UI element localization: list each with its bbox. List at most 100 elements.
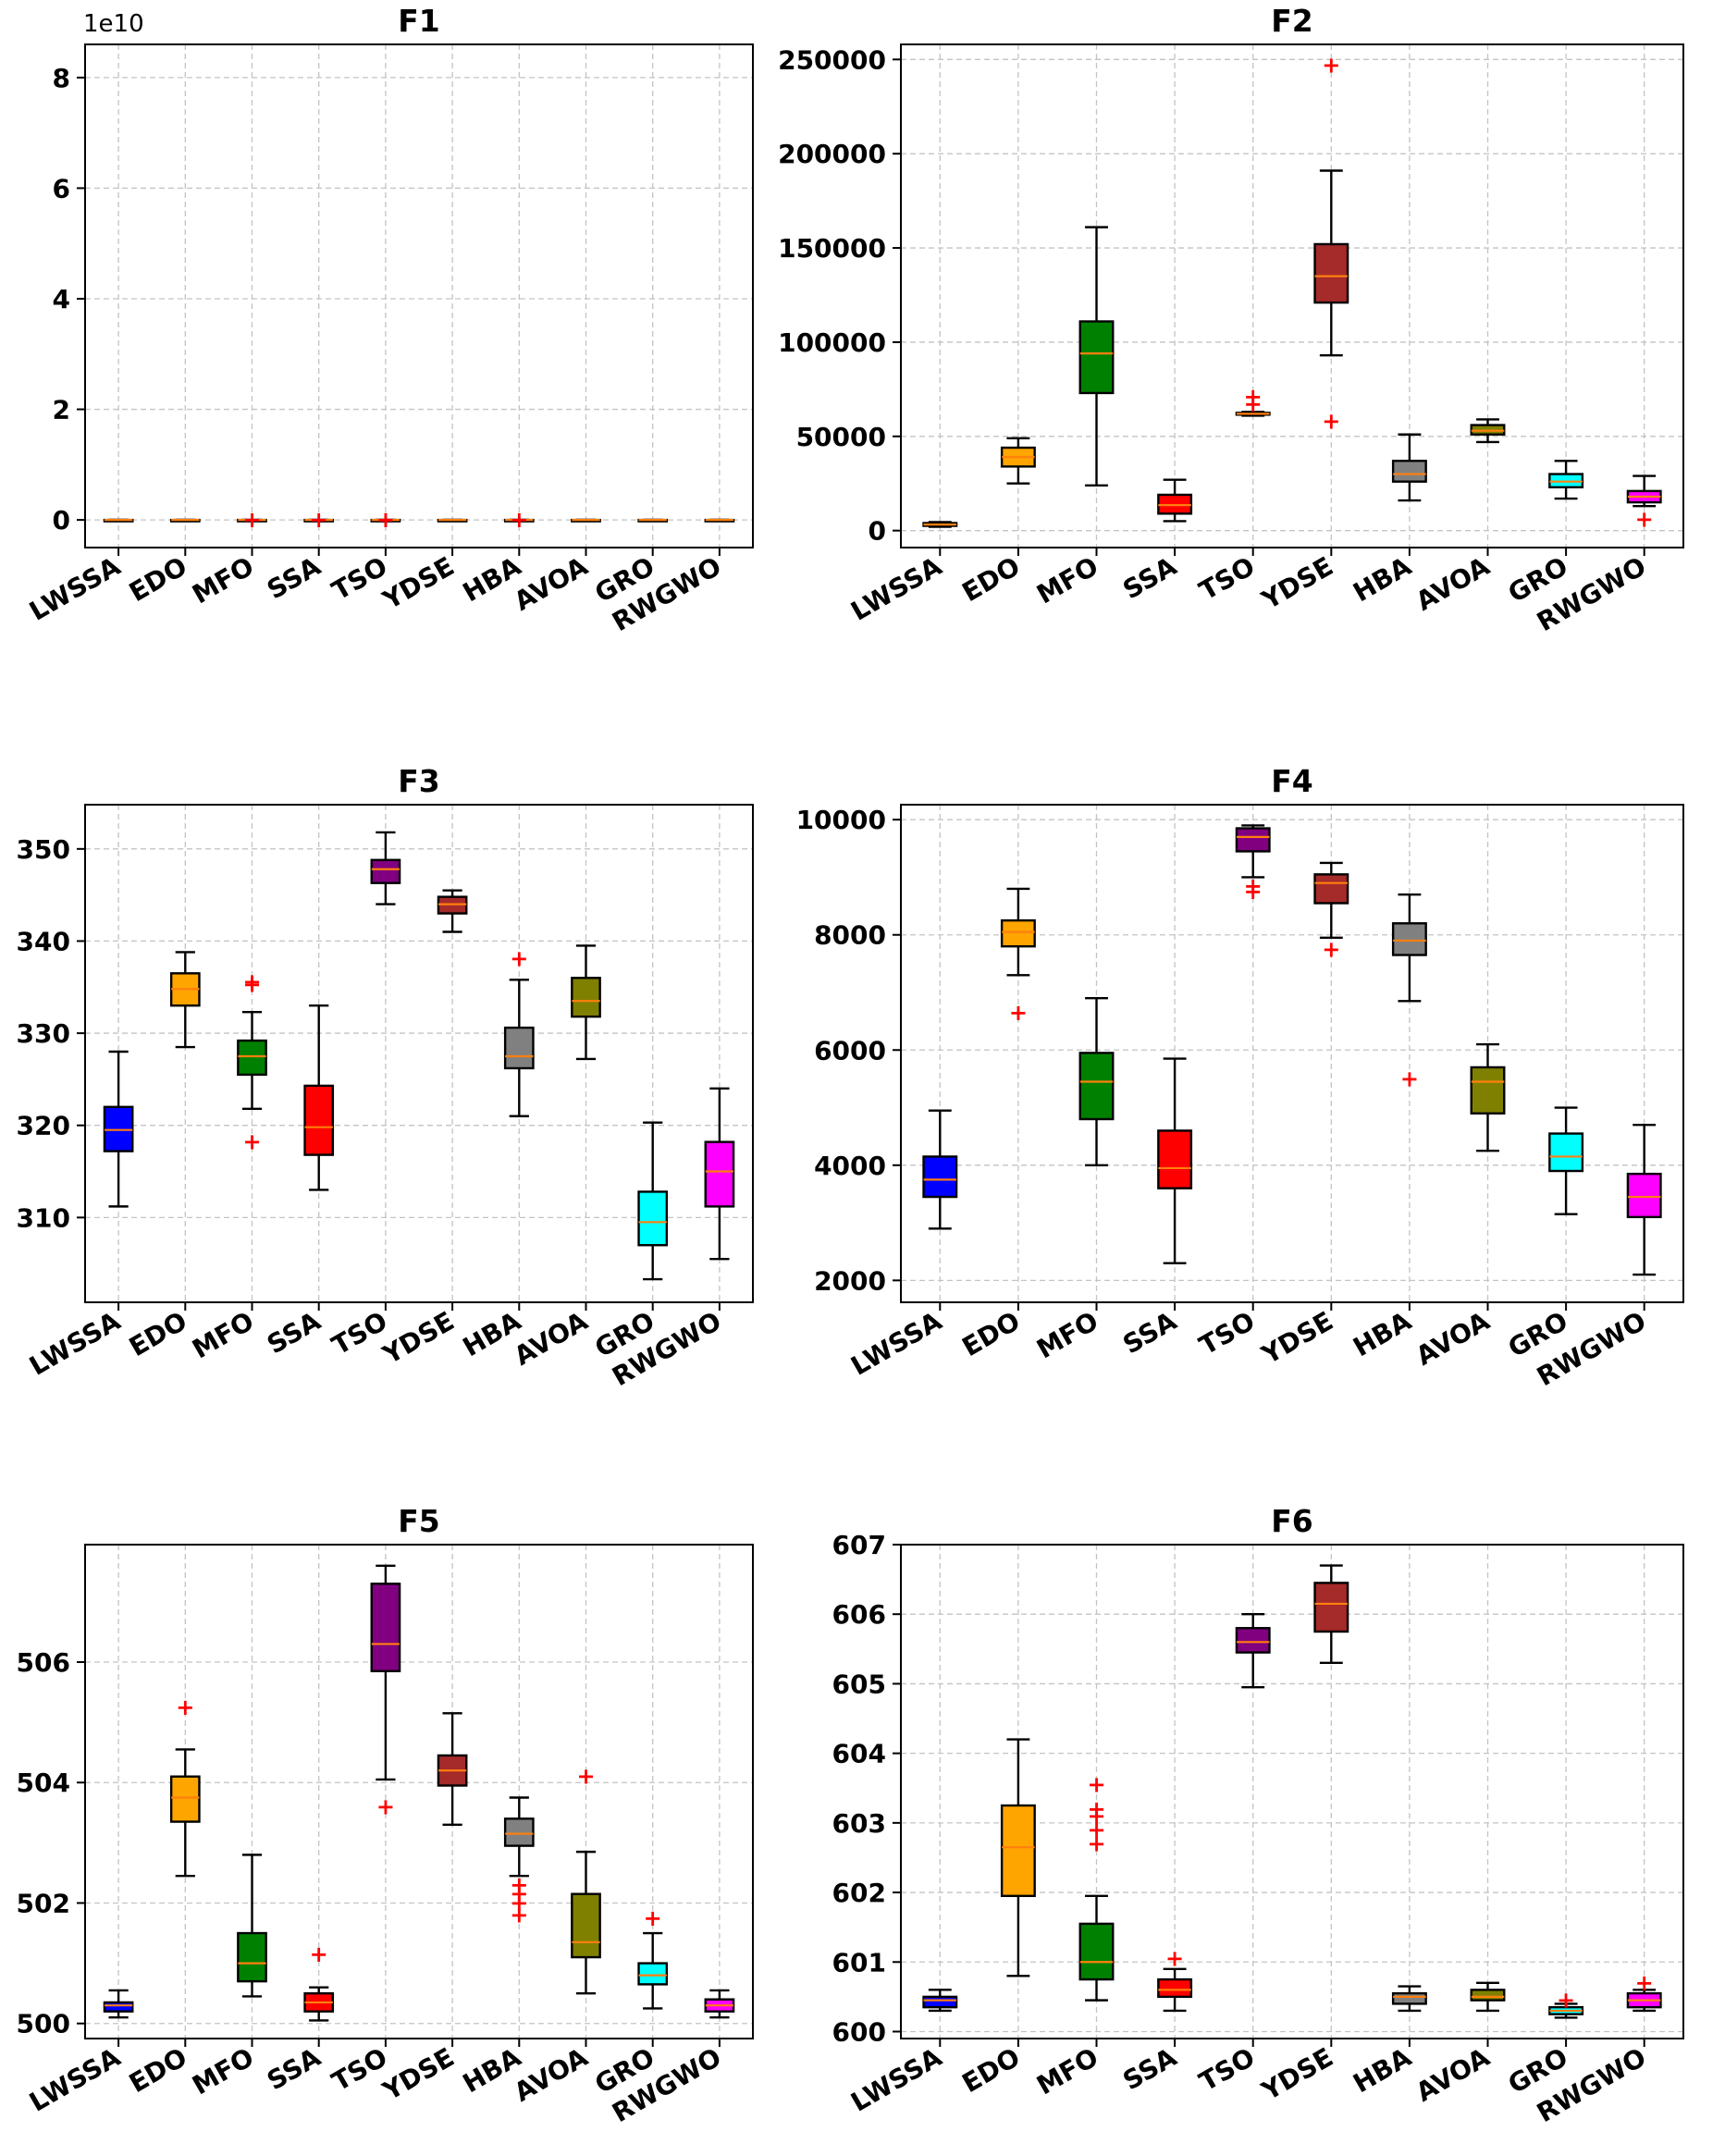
box-body xyxy=(503,1817,535,1847)
box-lwssa xyxy=(922,1109,958,1230)
x-tick-label: EDO xyxy=(957,550,1026,608)
box-body xyxy=(704,1140,735,1208)
x-tick-label: EDO xyxy=(124,550,192,608)
box-body xyxy=(303,1084,335,1156)
x-tick-label: TSO xyxy=(1194,2041,1260,2097)
box-body xyxy=(571,977,601,1018)
y-tick-label: 604 xyxy=(832,1739,886,1769)
x-tick-label: MFO xyxy=(1031,2041,1103,2101)
box-avoa: + xyxy=(571,1764,601,1995)
chart-title: F1 xyxy=(398,3,440,39)
chart-title: F4 xyxy=(1271,763,1313,799)
box-rwgwo xyxy=(1626,1124,1662,1276)
outlier-marker: + xyxy=(310,1941,328,1967)
outlier-marker: + xyxy=(1635,1970,1654,1996)
x-tick-label: MFO xyxy=(1031,1305,1103,1364)
outlier-marker: + xyxy=(176,1694,194,1720)
box-hba: + xyxy=(1391,893,1427,1091)
axes-frame xyxy=(84,43,754,548)
y-tick-label: 602 xyxy=(832,1878,886,1908)
box-hba: ++++ xyxy=(503,1796,535,1928)
y-tick-label: 601 xyxy=(832,1947,886,1977)
y-tick-label: 8000 xyxy=(814,920,886,951)
outlier-marker: + xyxy=(576,1764,595,1790)
box-body xyxy=(922,1995,958,2009)
box-ydse: + xyxy=(1313,861,1349,962)
x-tick-label: MFO xyxy=(187,2041,259,2101)
box-ssa xyxy=(1157,1057,1193,1264)
box-lwssa xyxy=(922,521,958,528)
box-rwgwo: + xyxy=(1626,474,1662,532)
x-tick-label: LWSSA xyxy=(24,550,126,626)
y-tick-label: 504 xyxy=(17,1768,70,1798)
y-tick-label: 350 xyxy=(17,834,70,865)
box-ydse: ++ xyxy=(1313,52,1349,434)
x-tick-label: AVOA xyxy=(509,1305,593,1372)
y-tick-label: 8 xyxy=(53,63,70,93)
box-tso: ++ xyxy=(1235,824,1271,905)
outlier-marker: + xyxy=(1244,873,1263,899)
box-body xyxy=(1313,242,1349,304)
outlier-marker: + xyxy=(644,1905,662,1931)
outlier-marker: + xyxy=(1087,1796,1105,1822)
x-tick-label: AVOA xyxy=(1411,1305,1495,1372)
x-tick-label: HBA xyxy=(1348,550,1416,608)
box-ydse xyxy=(437,518,468,523)
outlier-marker: + xyxy=(510,1881,528,1907)
box-body xyxy=(1626,1172,1662,1219)
y-tick-label: 10000 xyxy=(796,805,886,835)
x-tick-label: SSA xyxy=(262,550,326,605)
outlier-marker: + xyxy=(1009,1000,1028,1026)
box-mfo: + xyxy=(237,507,267,533)
outlier-marker: + xyxy=(510,1890,528,1916)
outlier-marker: + xyxy=(1322,408,1340,434)
box-tso: + xyxy=(370,1564,401,1819)
x-tick-label: LWSSA xyxy=(24,1305,126,1381)
y-tick-label: 500 xyxy=(17,2009,70,2039)
y-tick-label: 603 xyxy=(832,1808,886,1839)
box-body xyxy=(637,1962,669,1986)
box-ssa: + xyxy=(303,1941,335,2022)
box-body xyxy=(103,2001,134,2013)
y-tick-label: 150000 xyxy=(778,233,886,264)
outlier-marker: + xyxy=(242,968,261,994)
box-ydse xyxy=(437,889,468,933)
x-tick-label: AVOA xyxy=(1411,2041,1495,2108)
box-ssa: + xyxy=(303,507,335,533)
box-body xyxy=(1313,873,1349,905)
box-body xyxy=(1235,1627,1271,1654)
y-tick-label: 100000 xyxy=(778,327,886,358)
x-tick-label: SSA xyxy=(1117,2041,1181,2096)
x-tick-label: YDSE xyxy=(1256,2041,1338,2106)
outlier-marker: + xyxy=(242,971,261,997)
y-tick-label: 605 xyxy=(832,1669,886,1699)
outlier-marker: + xyxy=(1244,384,1263,410)
box-hba: + xyxy=(503,945,535,1117)
box-body xyxy=(1470,1989,1506,2002)
outlier-marker: + xyxy=(1400,1066,1419,1091)
box-edo xyxy=(169,951,201,1049)
x-tick-label: EDO xyxy=(124,2041,192,2099)
box-body xyxy=(1078,1922,1115,1981)
box-body xyxy=(1157,1977,1193,1999)
box-rwgwo xyxy=(704,1989,735,2019)
outlier-marker: + xyxy=(1322,936,1340,962)
outlier-marker: + xyxy=(376,507,395,533)
box-body xyxy=(503,1026,535,1070)
box-avoa xyxy=(1470,1981,1506,2013)
box-body xyxy=(1078,320,1115,395)
y-tick-label: 250000 xyxy=(778,44,886,75)
box-body xyxy=(1235,827,1271,853)
x-tick-label: SSA xyxy=(262,2041,326,2096)
outlier-marker: + xyxy=(1087,1830,1105,1856)
box-rwgwo xyxy=(704,518,735,523)
box-body xyxy=(1078,1052,1115,1121)
outlier-marker: + xyxy=(1557,1988,1575,2014)
box-body xyxy=(922,1155,958,1199)
y-tick-label: 6 xyxy=(53,173,70,203)
x-tick-label: LWSSA xyxy=(24,2041,126,2117)
y-tick-label: 330 xyxy=(17,1018,70,1049)
